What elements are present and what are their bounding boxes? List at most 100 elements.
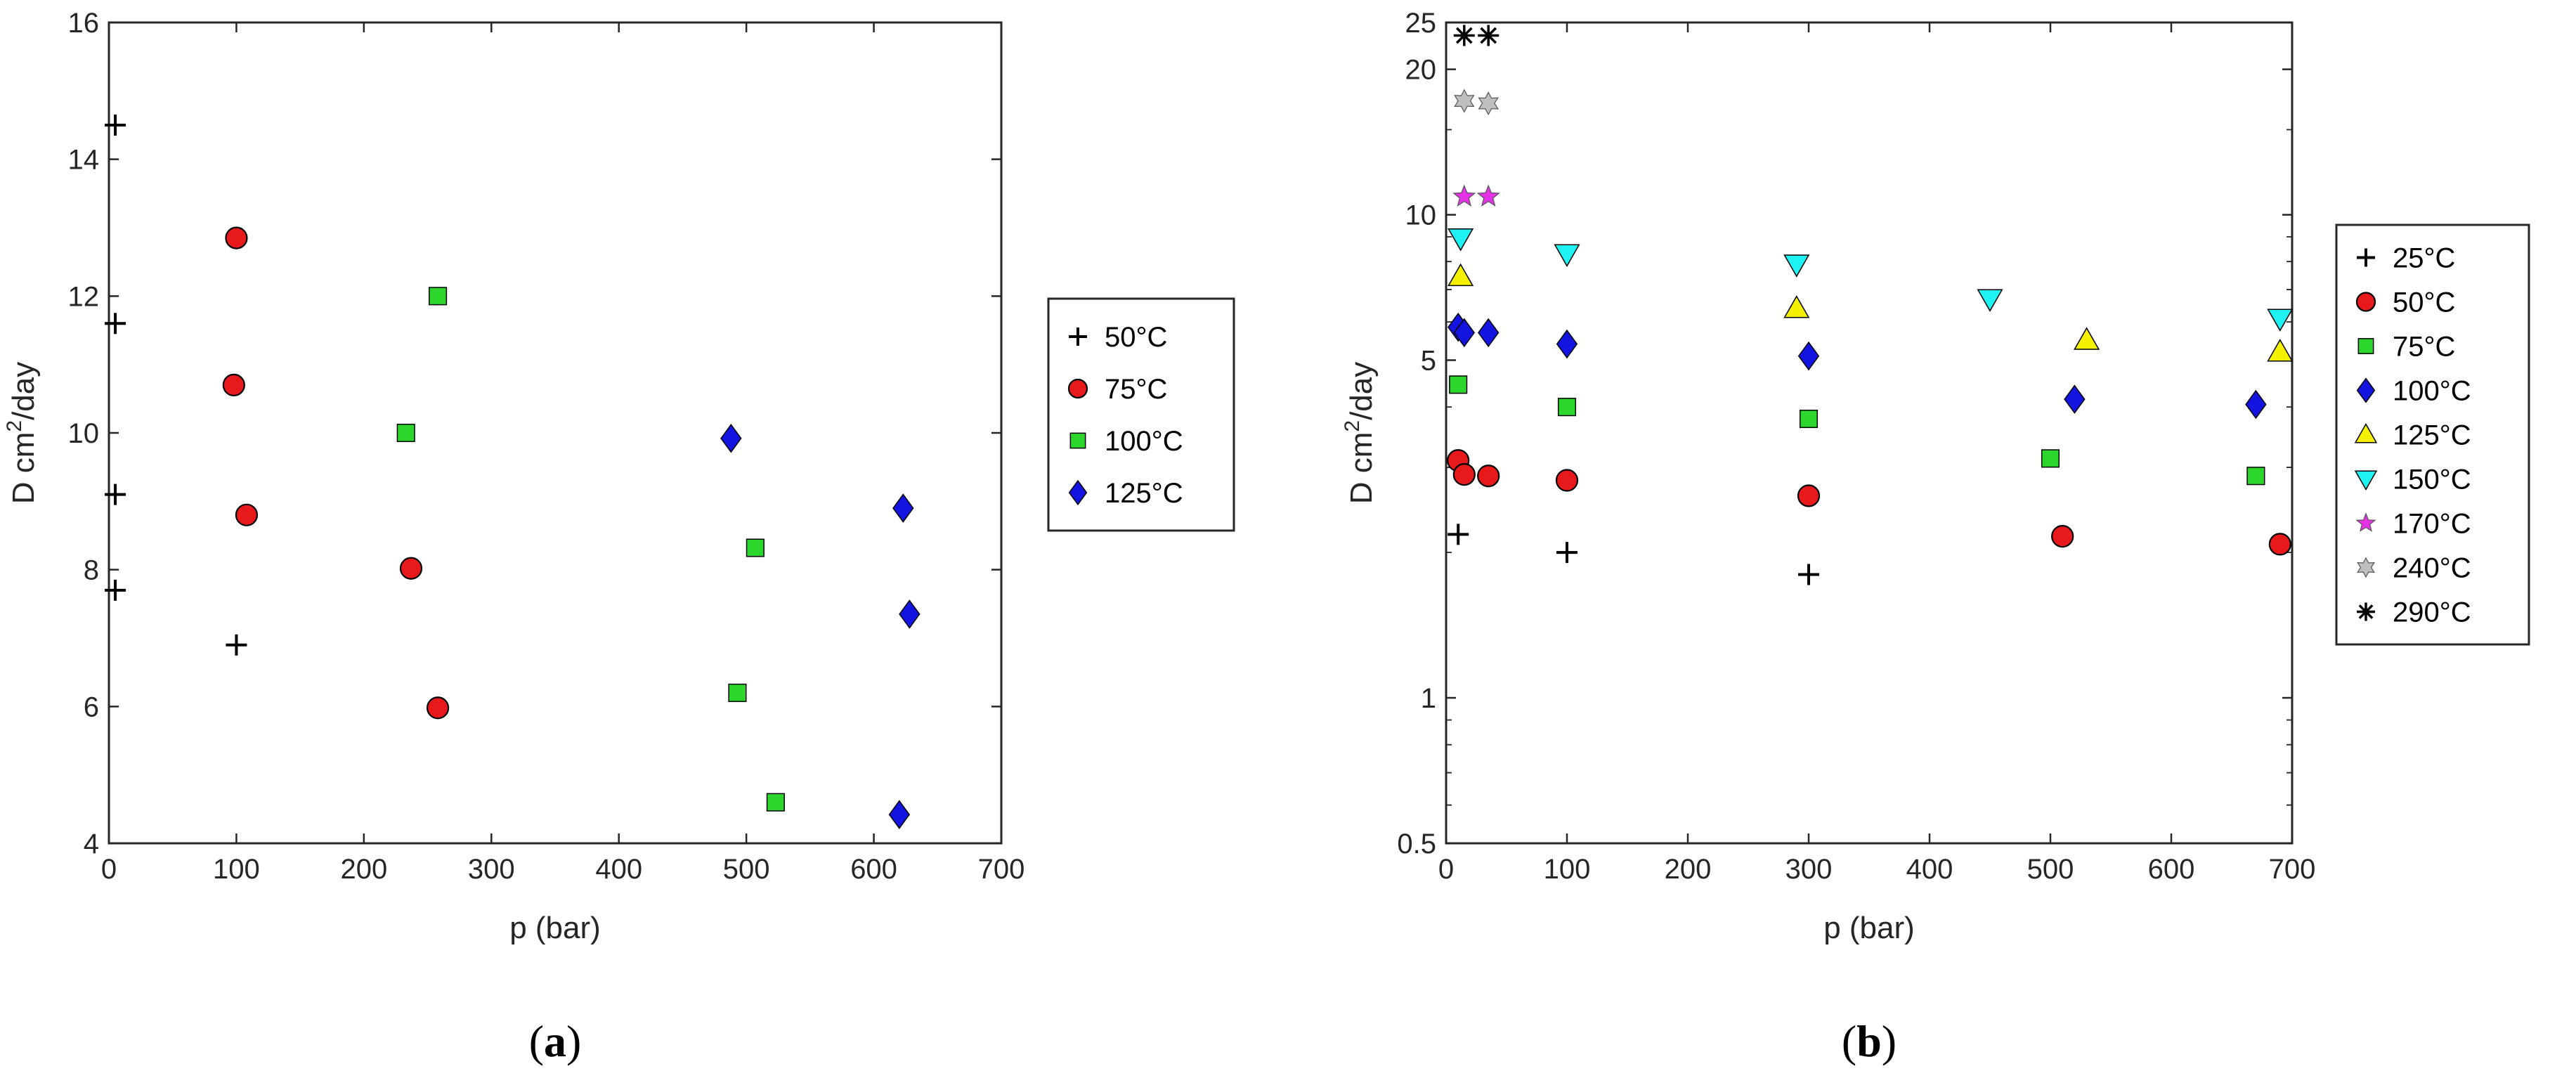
data-point-b (1783, 295, 1810, 318)
data-point-b (2064, 384, 2086, 414)
data-point-a (746, 538, 765, 557)
y-tick-label-a: 8 (84, 555, 99, 586)
data-point-b (1449, 375, 1468, 394)
y-tick-label-b: 20 (1405, 55, 1437, 86)
data-point-a (222, 373, 245, 396)
data-point-b (1477, 465, 1500, 488)
legend-marker-b (2356, 377, 2376, 403)
plot-area-a (108, 21, 1003, 845)
x-axis-label-b: p (bar) (1823, 911, 1915, 945)
data-point-b (2245, 389, 2267, 420)
data-point-a (399, 557, 423, 580)
y-tick-label-b: 25 (1405, 8, 1437, 39)
data-point-a (720, 424, 742, 453)
legend-label-a: 75°C (1105, 374, 1167, 405)
data-point-b (1454, 89, 1475, 113)
data-point-b (2051, 525, 2074, 548)
data-point-a (899, 599, 921, 629)
data-point-a (892, 493, 914, 523)
legend-marker-b (2357, 338, 2374, 354)
y-tick-label-a: 16 (68, 8, 100, 39)
x-tick-label-b: 400 (1906, 854, 1953, 885)
data-point-b (1452, 184, 1476, 207)
data-point-b (2267, 309, 2294, 332)
y-axis-label-b: D cm2/day (1341, 362, 1379, 505)
data-point-a (426, 696, 450, 720)
series-a-1 (222, 226, 450, 720)
y-tick-label-a: 12 (68, 281, 100, 312)
x-tick-label-b: 200 (1665, 854, 1712, 885)
chart-a: 0 100 200 300 400 500 600 700 4 6 8 10 12 14 16 p (bar)… (3, 8, 1235, 1066)
x-tick-label-b: 700 (2269, 854, 2316, 885)
x-tick-label-b: 300 (1785, 854, 1833, 885)
legend-marker-b (2354, 423, 2378, 443)
x-tick-label-a: 0 (101, 854, 117, 885)
x-tick-label-b: 100 (1544, 854, 1591, 885)
series-b-6 (1452, 184, 1500, 207)
legend-marker-b (2357, 248, 2375, 267)
y-tick-label-a: 6 (84, 692, 99, 722)
x-tick-label-a: 500 (723, 854, 770, 885)
x-tick-label-a: 100 (213, 854, 260, 885)
y-tick-label-a: 10 (68, 418, 100, 449)
data-point-a (105, 483, 126, 505)
data-point-b (1556, 329, 1578, 359)
x-tick-label-a: 400 (595, 854, 642, 885)
panel-label-a: (a) (529, 1016, 582, 1066)
series-b-0 (1448, 524, 1819, 585)
x-tick-label-b: 500 (2027, 854, 2074, 885)
data-point-b (1797, 341, 1820, 371)
legend-label-a: 100°C (1105, 426, 1183, 457)
legend-marker-b (2355, 512, 2376, 532)
series-a-3 (720, 424, 921, 829)
data-point-b (1448, 263, 1474, 287)
legend-marker-b (2357, 557, 2375, 578)
x-axis-label-a: p (bar) (509, 911, 601, 945)
data-point-b (2074, 327, 2100, 350)
legend-label-b: 25°C (2393, 243, 2455, 274)
data-point-a (888, 800, 911, 829)
series-b-2 (1449, 375, 2265, 486)
data-point-b (1453, 318, 1475, 348)
data-point-a (105, 579, 126, 601)
x-tick-label-a: 200 (340, 854, 387, 885)
x-tick-label-a: 300 (468, 854, 515, 885)
plot-area-b (1445, 21, 2294, 845)
y-axis-label-a: D cm2/day (3, 362, 41, 505)
legend-label-b: 150°C (2393, 465, 2471, 495)
data-point-a (396, 423, 415, 443)
data-point-b (1478, 318, 1500, 348)
data-point-b (1797, 484, 1821, 507)
legend-marker-b (2357, 602, 2375, 621)
legend-label-b: 170°C (2393, 509, 2471, 540)
legend-marker-a (1067, 378, 1088, 399)
data-point-b (1555, 469, 1579, 492)
data-point-b (1556, 542, 1578, 564)
data-point-a (225, 226, 248, 249)
data-point-b (1476, 184, 1500, 207)
data-point-b (1448, 524, 1469, 545)
data-point-b (2267, 339, 2294, 362)
series-b-4 (1448, 263, 2294, 362)
legend-marker-a (1069, 432, 1086, 449)
data-point-b (1557, 398, 1577, 417)
data-point-a (105, 115, 126, 136)
data-point-b (1783, 254, 1810, 278)
legend-label-b: 75°C (2393, 332, 2455, 363)
legend-label-b: 290°C (2393, 597, 2471, 628)
y-tick-label-b: 5 (1421, 346, 1436, 377)
data-point-b (2246, 467, 2265, 486)
legend-label-b: 100°C (2393, 376, 2471, 407)
y-tick-label-b: 1 (1421, 683, 1436, 714)
panel-label-b: (b) (1842, 1016, 1897, 1066)
legend-label-a: 125°C (1105, 478, 1183, 509)
x-tick-label-b: 0 (1438, 854, 1454, 885)
data-point-b (1478, 25, 1500, 46)
series-a-0 (105, 115, 247, 656)
legend-marker-b (2355, 292, 2376, 312)
x-tick-label-a: 700 (978, 854, 1025, 885)
y-tick-label-a: 4 (84, 829, 99, 859)
legend-marker-a (1069, 327, 1087, 346)
legend-label-b: 50°C (2393, 287, 2455, 318)
